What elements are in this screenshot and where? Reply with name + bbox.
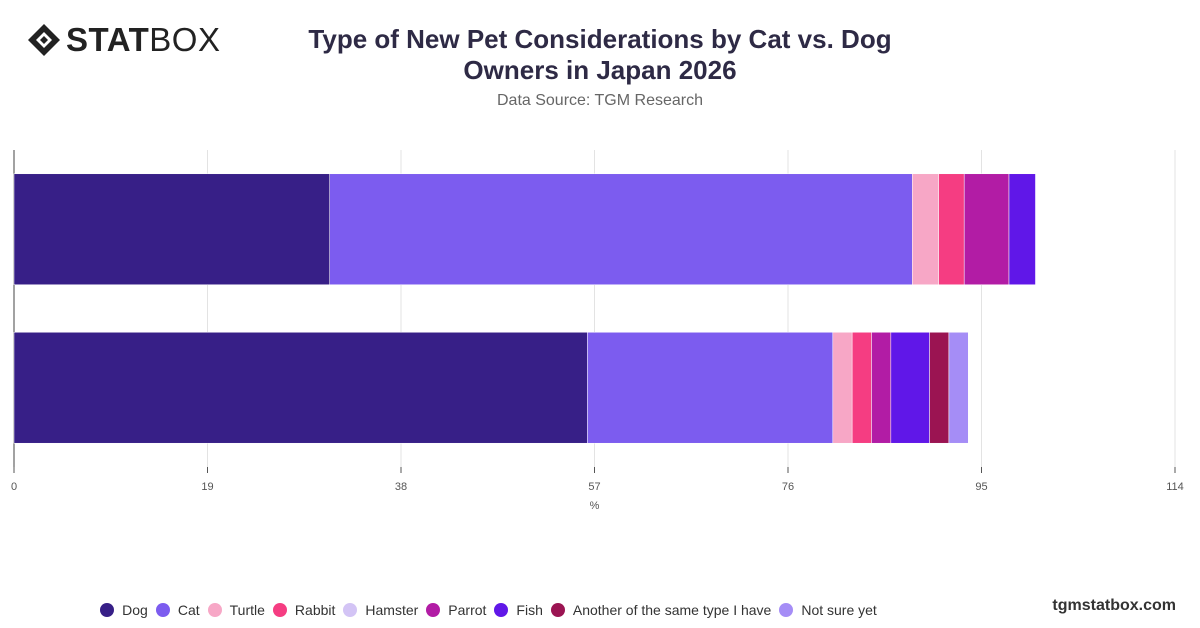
bar-segment-dog	[13, 173, 330, 285]
legend-marker	[155, 603, 170, 617]
statbox-logo-text: STATBOX	[66, 22, 220, 58]
bar-segment-turtle	[832, 332, 853, 444]
bar-segment-parrot	[963, 173, 1010, 285]
x-tick-label: 0	[11, 481, 17, 493]
legend-label: Turtle	[229, 602, 265, 618]
statbox-logo: STATBOX	[26, 22, 220, 58]
x-tick-label: 95	[975, 481, 987, 493]
legend-item[interactable]: Rabbit	[272, 602, 336, 618]
bar-segment-parrot	[871, 332, 892, 444]
legend-marker	[100, 603, 115, 617]
x-axis-title: %	[590, 500, 600, 512]
legend-label: Cat	[177, 602, 200, 618]
legend-item[interactable]: Cat	[155, 602, 200, 618]
logo-text-light: BOX	[149, 21, 221, 58]
bar-segment-dog	[13, 332, 588, 444]
x-tick-label: 38	[395, 481, 407, 493]
chart-title: Type of New Pet Considerations by Cat vs…	[308, 24, 892, 85]
legend-marker	[207, 603, 222, 617]
brand-url[interactable]: tgmstatbox.com	[1052, 597, 1176, 614]
x-tick-label: 19	[201, 481, 213, 493]
legend-item[interactable]: Fish	[494, 602, 543, 618]
legend-label: Parrot	[448, 602, 487, 618]
x-tick-label: 57	[588, 481, 600, 493]
legend-row: Dog Cat Turtle Rabbit Hamster Parrot Fish Anoth…	[100, 602, 885, 618]
legend-item[interactable]: Another of the same type I have	[550, 602, 772, 618]
legend-item[interactable]: Dog	[100, 602, 148, 618]
bar-segment-fish	[1008, 173, 1036, 285]
legend-label: Rabbit	[294, 602, 336, 618]
legend-label: Hamster	[365, 602, 419, 618]
bar-segment-rabbit	[851, 332, 872, 444]
logo-text-bold: STAT	[66, 21, 150, 58]
legend-marker	[550, 603, 565, 617]
legend-item[interactable]: Hamster	[343, 602, 418, 618]
legend-item[interactable]: Not sure yet	[779, 602, 877, 618]
chart-legend: Dog Cat Turtle Rabbit Hamster Parrot Fish Anoth…	[0, 602, 1200, 618]
legend-marker	[272, 603, 287, 617]
stacked-bar-chart: 0 19 38 57 76 95 114%	[11, 150, 1184, 512]
legend-marker	[426, 603, 441, 617]
legend-marker	[494, 603, 509, 617]
legend-label: Another of the same type I have	[572, 602, 772, 618]
bar-segment-rabbit	[938, 173, 965, 285]
legend-label: Dog	[122, 602, 148, 618]
bar-segment-another-of-the-same-type-i-have	[929, 332, 950, 444]
legend-item[interactable]: Turtle	[207, 602, 265, 618]
legend-item[interactable]: Parrot	[426, 602, 486, 618]
statbox-logo-icon	[28, 24, 60, 56]
bar-segment-fish	[890, 332, 930, 444]
x-tick-label: 76	[782, 481, 794, 493]
legend-label: Fish	[516, 602, 543, 618]
x-tick-label: 114	[1166, 481, 1184, 493]
chart-subtitle: Data Source: TGM Research	[496, 92, 703, 109]
legend-marker	[779, 603, 794, 617]
bar-segment-cat	[587, 332, 834, 444]
legend-label: Not sure yet	[801, 602, 877, 618]
legend-marker	[343, 603, 358, 617]
bar-segment-cat	[329, 173, 913, 285]
bar-segment-turtle	[911, 173, 939, 285]
bar-segment-not-sure-yet	[948, 332, 969, 444]
